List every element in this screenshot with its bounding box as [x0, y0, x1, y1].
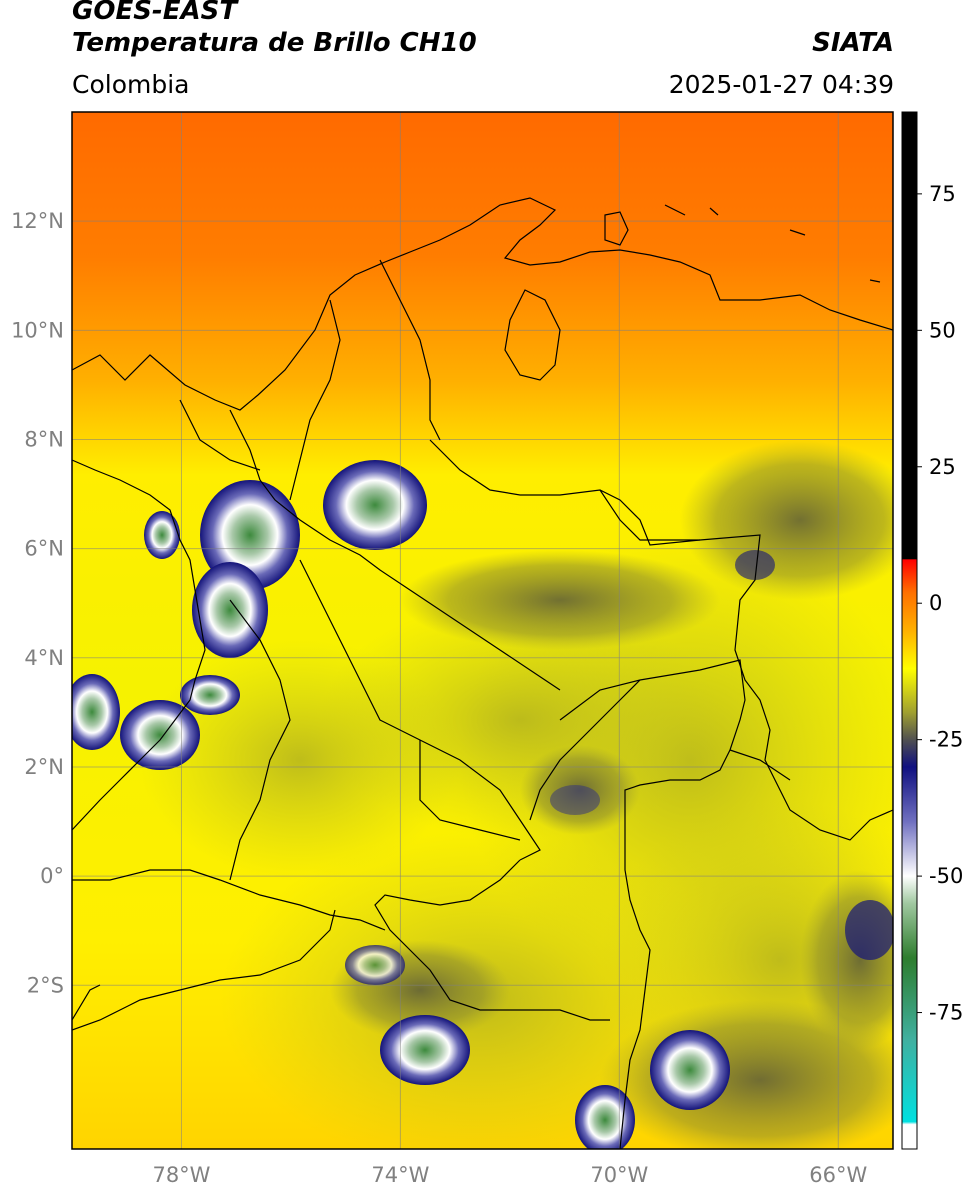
- interior-division: [729, 749, 791, 781]
- storm-cell: [192, 562, 268, 658]
- storm-cell: [575, 1085, 635, 1149]
- lat-tick-label: 0°: [40, 864, 64, 888]
- product-title: Temperatura de Brillo CH10: [72, 28, 477, 58]
- interior-division: [419, 740, 521, 841]
- island: [664, 204, 686, 216]
- island: [709, 207, 719, 216]
- colorbar-tick-label: 75: [929, 182, 956, 206]
- colorbar-tick-label: 50: [929, 318, 956, 342]
- colorbar: 75 50 25 0 -25 -50 -75: [901, 111, 963, 1150]
- ecuador-peru-border: [72, 909, 336, 1031]
- lake-maracaibo: [504, 289, 561, 381]
- colorbar-frame: [901, 111, 918, 1150]
- lon-tick-label: 70°W: [590, 1163, 648, 1187]
- island: [869, 279, 881, 283]
- island: [789, 229, 806, 236]
- storm-cell: [345, 945, 405, 985]
- colombia-venezuela-border: [429, 439, 893, 841]
- interior-division: [529, 679, 641, 821]
- latitude-labels: 12°N 10°N 8°N 6°N 4°N 2°N 0° 2°S: [11, 209, 64, 997]
- storm-cell: [72, 674, 120, 750]
- lat-tick-label: 2°S: [27, 973, 64, 997]
- storm-cell: [120, 700, 200, 770]
- interior-division: [379, 259, 441, 441]
- pacific-coast: [72, 459, 206, 831]
- interior-division: [599, 489, 700, 541]
- colorbar-ticks: 75 50 25 0 -25 -50 -75: [917, 182, 963, 1025]
- storm-cell: [380, 1015, 470, 1085]
- map-frame: [71, 111, 894, 1150]
- colorbar-tick-label: -25: [929, 728, 963, 752]
- colombia-peru-border: [374, 859, 610, 1021]
- storm-cell: [650, 1030, 730, 1110]
- colorbar-tick-label: -75: [929, 1001, 963, 1025]
- storm-cell: [323, 460, 427, 550]
- colorbar-tick-label: 25: [929, 455, 956, 479]
- lon-tick-label: 74°W: [371, 1163, 429, 1187]
- interior-division: [179, 399, 261, 471]
- caribbean-coast: [72, 197, 893, 411]
- lat-tick-label: 8°N: [24, 427, 64, 451]
- lat-tick-label: 6°N: [24, 537, 64, 561]
- colombia-ecuador-border: [72, 869, 386, 931]
- datetime-label: 2025-01-27 04:39: [668, 70, 894, 99]
- interior-division: [229, 409, 561, 691]
- organization-label: SIATA: [812, 28, 894, 58]
- colombia-brazil-border: [559, 659, 746, 1149]
- satellite-title: GOES-EAST: [72, 0, 238, 26]
- aruba-curacao: [604, 211, 629, 246]
- storm-cell: [180, 675, 240, 715]
- peru-coast: [72, 984, 101, 1021]
- brightness-temperature-field: [72, 112, 893, 1149]
- longitude-labels: 78°W 74°W 70°W 66°W: [152, 1163, 867, 1187]
- colorbar-scale: [902, 112, 917, 1149]
- lat-tick-label: 2°N: [24, 755, 64, 779]
- region-label: Colombia: [72, 70, 190, 99]
- lon-tick-label: 78°W: [152, 1163, 210, 1187]
- colorbar-tick-label: -50: [929, 864, 963, 888]
- storm-cell: [144, 511, 180, 559]
- lat-tick-label: 12°N: [11, 209, 64, 233]
- lat-tick-label: 10°N: [11, 318, 64, 342]
- interior-division: [289, 299, 341, 501]
- lat-tick-label: 4°N: [24, 646, 64, 670]
- interior-division: [229, 599, 291, 881]
- colorbar-tick-label: 0: [929, 591, 942, 615]
- lon-tick-label: 66°W: [809, 1163, 867, 1187]
- boundaries: [72, 197, 893, 1149]
